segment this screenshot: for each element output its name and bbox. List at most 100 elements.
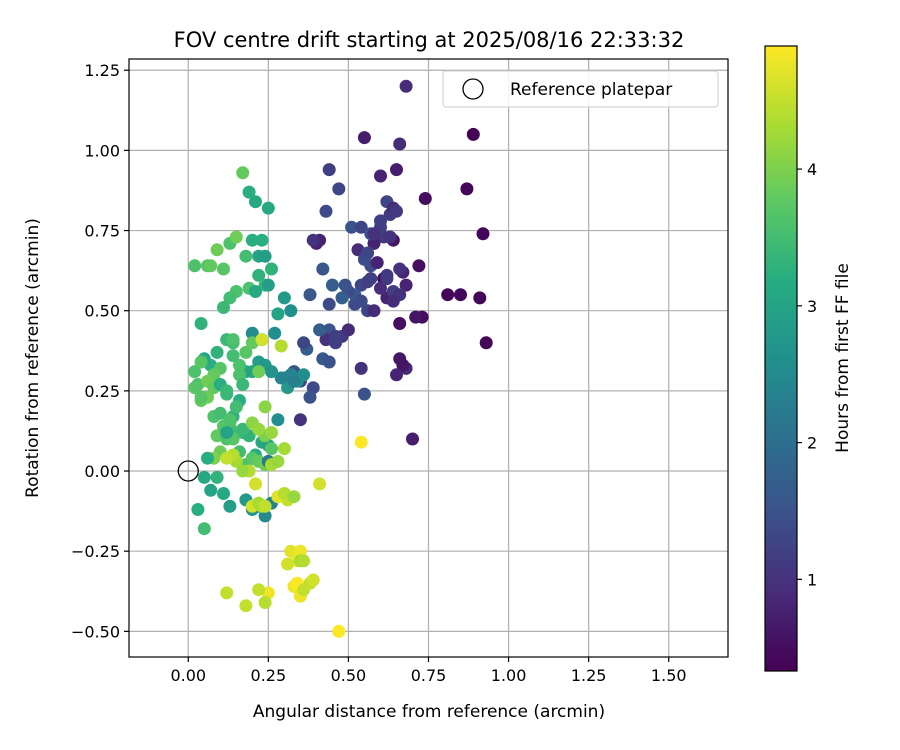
data-point [197,470,211,484]
data-point [217,301,230,314]
data-point [303,288,317,302]
data-point [383,230,397,244]
data-point [274,339,288,353]
data-point [223,499,237,513]
data-point [354,361,368,375]
data-point [194,390,208,404]
data-point [374,281,387,295]
data-point [313,323,327,337]
y-tick-label: −0.25 [71,542,120,561]
colorbar-tick-label: 1 [807,570,817,589]
data-point [233,358,246,372]
data-point [380,272,394,286]
y-tick-label: 0.25 [84,382,120,401]
legend-reference-marker [462,78,484,100]
data-point [354,294,368,308]
data-point [399,79,413,93]
data-point [226,349,240,363]
data-point [393,352,407,366]
data-point [223,291,237,305]
data-point [201,451,214,465]
legend: Reference platepar [442,70,719,108]
data-point [306,233,320,247]
data-point [236,166,250,180]
chart-title: FOV centre drift starting at 2025/08/16 … [174,28,685,52]
data-point [293,413,307,427]
data-point [374,214,387,228]
data-point [261,201,275,215]
data-point [284,304,298,318]
data-point [217,262,230,276]
data-point [386,294,400,308]
data-point [284,544,298,558]
data-point [217,487,230,500]
x-tick-label: 0.75 [411,666,447,685]
data-point [338,278,352,292]
data-point [319,204,333,218]
data-point [303,390,317,404]
data-point [332,182,346,196]
data-point [409,310,423,324]
data-point [197,522,211,536]
data-point [393,262,407,276]
data-point [281,557,295,571]
data-point [210,470,224,484]
reference-platepar-marker [177,460,199,482]
data-point [236,464,250,478]
data-point [239,599,253,613]
y-tick-label: 1.00 [84,141,120,160]
data-point [325,278,339,292]
data-point [220,426,234,439]
y-tick-label: 0.00 [84,462,120,481]
data-point [252,365,266,379]
x-axis-label: Angular distance from reference (arcmin) [253,702,605,722]
data-point [188,365,202,379]
data-point [341,323,355,337]
data-point [441,288,455,302]
colorbar-tick-label: 3 [807,297,817,316]
data-point [460,182,474,196]
data-point [188,381,202,395]
data-point [306,573,320,587]
data-point [194,355,208,369]
data-point [390,368,403,382]
data-point [454,288,467,302]
data-point [229,230,243,244]
data-point [390,204,403,218]
data-point [220,451,234,465]
data-point [242,185,256,199]
data-point [393,137,407,151]
data-point [399,278,413,292]
data-point [329,329,343,343]
x-tick-label: 0.25 [251,666,287,685]
y-tick-label: 0.50 [84,302,120,321]
data-point [210,243,224,257]
data-point [265,365,278,379]
y-tick-label: 1.25 [84,61,120,80]
colorbar-label: Hours from first FF file [833,263,853,453]
x-tick-label: 1.00 [491,666,527,685]
data-point [249,285,262,298]
data-point [255,333,269,347]
data-point [245,233,259,247]
data-point [322,297,336,311]
data-point [258,249,272,263]
data-point [245,326,259,340]
x-tick-label: 1.50 [651,666,687,685]
gridlines [129,59,728,657]
data-point [249,195,262,209]
data-point [261,278,275,292]
data-point [258,596,272,609]
data-point [357,387,371,401]
legend-box [442,70,719,108]
data-point [367,304,381,318]
data-points [188,79,493,638]
x-tick-label: 0.50 [331,666,367,685]
data-point [271,413,285,427]
data-point [335,291,349,305]
data-point [258,400,272,414]
data-point [466,127,480,141]
data-point [322,355,336,369]
data-point [287,490,301,504]
